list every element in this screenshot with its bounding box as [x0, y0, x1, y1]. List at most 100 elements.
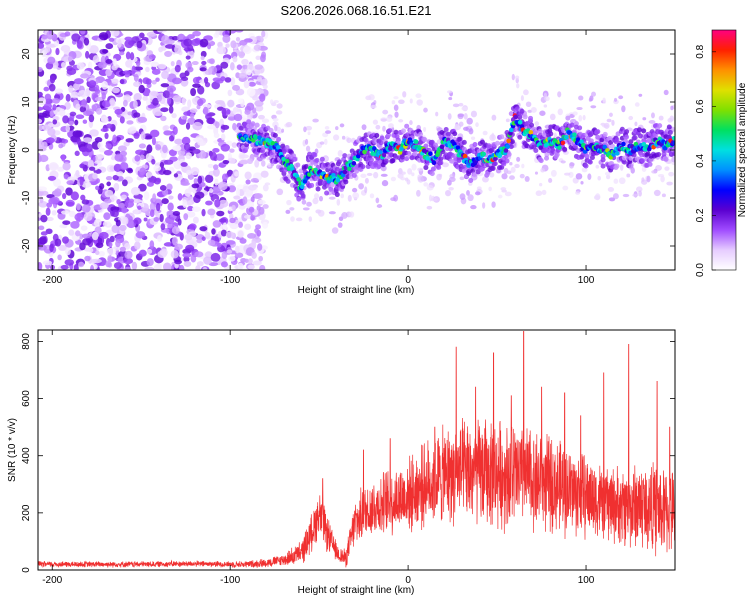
x-tick-label: -100 — [220, 275, 240, 286]
heatmap-cell — [254, 159, 260, 168]
heatmap-cell — [125, 138, 134, 143]
snr-y-axis-label: SNR (10 * v/v) — [7, 418, 18, 482]
heatmap-cell — [534, 171, 538, 175]
heatmap-cell — [667, 129, 673, 135]
heatmap-cell — [151, 68, 161, 75]
heatmap-cell — [48, 83, 56, 92]
heatmap-cell — [530, 107, 537, 113]
spectrogram-background — [38, 30, 675, 270]
heatmap-cell — [269, 99, 274, 105]
heatmap-cell — [333, 188, 339, 194]
heatmap-cell — [261, 30, 266, 38]
heatmap-cell — [341, 135, 346, 140]
heatmap-cell — [229, 217, 236, 224]
heatmap-cell — [203, 77, 209, 84]
heatmap-cell — [626, 173, 631, 178]
heatmap-cell — [479, 139, 485, 145]
heatmap-cell — [516, 83, 520, 89]
heatmap-cell — [65, 93, 71, 102]
heatmap-cell — [209, 152, 217, 161]
heatmap-cell — [157, 235, 162, 242]
heatmap-cell — [192, 148, 201, 154]
heatmap-cell — [285, 209, 291, 214]
heatmap-cell — [342, 153, 348, 159]
heatmap-cell — [99, 202, 109, 210]
heatmap-cell — [121, 206, 128, 214]
heatmap-cell — [339, 123, 345, 128]
heatmap-cell — [379, 135, 385, 141]
heatmap-cell — [360, 164, 366, 170]
heatmap-cell — [492, 161, 498, 167]
heatmap-cell — [146, 98, 151, 106]
heatmap-cell — [62, 220, 71, 225]
heatmap-cell — [182, 252, 192, 258]
snr-x-axis-label: Height of straight line (km) — [298, 585, 415, 596]
heatmap-cell — [436, 173, 442, 181]
heatmap-cell — [394, 111, 399, 118]
heatmap-cell — [325, 130, 332, 134]
heatmap-cell — [312, 197, 319, 205]
heatmap-cell — [64, 259, 75, 266]
heatmap-cell — [105, 58, 113, 65]
heatmap-cell — [171, 113, 177, 119]
heatmap-cell — [97, 141, 103, 149]
heatmap-cell — [255, 55, 261, 61]
heatmap-cell — [145, 171, 153, 178]
heatmap-cell — [305, 125, 313, 131]
heatmap-cell — [113, 182, 120, 192]
heatmap-cell — [661, 151, 667, 157]
heatmap-cell — [582, 114, 586, 121]
heatmap-cell — [157, 250, 167, 259]
heatmap-cell — [38, 154, 49, 163]
heatmap-cell — [214, 199, 221, 208]
heatmap-cell — [230, 40, 237, 49]
heatmap-cell — [463, 113, 468, 120]
heatmap-cell — [204, 174, 214, 183]
heatmap-cell — [375, 124, 381, 130]
heatmap-cell — [328, 186, 334, 192]
heatmap-cell — [276, 136, 282, 142]
heatmap-cell — [119, 51, 125, 56]
heatmap-cell — [541, 189, 547, 196]
heatmap-cell — [82, 119, 88, 124]
heatmap-cell — [251, 251, 257, 259]
heatmap-cell — [70, 91, 79, 99]
heatmap-cell — [575, 190, 581, 195]
heatmap-cell — [190, 167, 200, 176]
heatmap-cell — [510, 166, 516, 173]
heatmap-cell — [603, 122, 610, 129]
heatmap-cell — [619, 164, 624, 171]
heatmap-cell — [304, 138, 309, 145]
heatmap-cell — [42, 260, 53, 266]
heatmap-cell — [578, 95, 584, 101]
heatmap-cell — [337, 149, 343, 157]
heatmap-cell — [135, 231, 146, 239]
heatmap-cell — [188, 223, 197, 230]
heatmap-cell — [55, 47, 60, 56]
heatmap-cell — [281, 128, 285, 133]
heatmap-cell — [192, 76, 201, 84]
heatmap-cell — [75, 230, 81, 237]
heatmap-cell — [62, 236, 69, 244]
heatmap-cell — [508, 111, 514, 117]
heatmap-cell — [199, 226, 208, 232]
heatmap-cell — [672, 151, 675, 157]
heatmap-cell — [235, 36, 241, 42]
heatmap-cell — [382, 109, 389, 115]
heatmap-cell — [250, 121, 256, 127]
heatmap-cell — [621, 105, 626, 113]
heatmap-cell — [220, 76, 226, 82]
heatmap-cell — [47, 127, 56, 137]
heatmap-cell — [544, 155, 550, 161]
heatmap-cell — [422, 137, 428, 143]
heatmap-cell — [58, 143, 64, 149]
heatmap-cell — [607, 135, 613, 141]
heatmap-cell — [215, 153, 225, 161]
heatmap-cell — [145, 78, 152, 85]
heatmap-cell — [183, 256, 190, 263]
heatmap-cell — [251, 240, 257, 249]
heatmap-cell — [91, 104, 97, 111]
heatmap-cell — [636, 127, 642, 133]
heatmap-cell — [74, 119, 79, 126]
heatmap-cell — [573, 121, 579, 127]
